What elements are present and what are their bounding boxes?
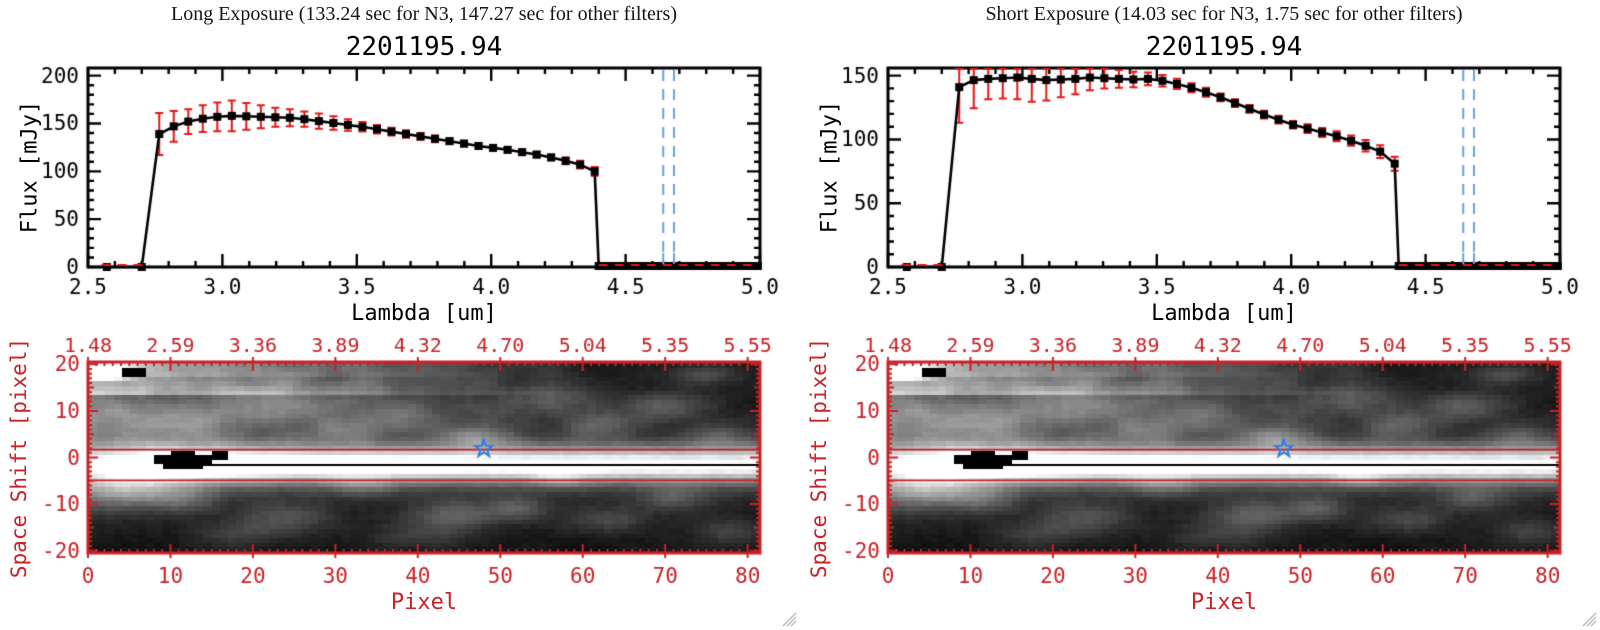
object-id: 2201195.94 <box>345 32 503 62</box>
object-id: 2201195.94 <box>1145 32 1303 62</box>
long-exposure-window: Long Exposure (133.24 sec for N3, 147.27… <box>0 3 800 630</box>
window-title: Long Exposure (133.24 sec for N3, 147.27… <box>171 3 677 25</box>
spectrum-plot-canvas <box>800 62 1600 334</box>
lambda-axis-label: Lambda [um] <box>1151 301 1297 326</box>
pixel-axis-label: Pixel <box>390 590 458 615</box>
spectrum-plot-canvas <box>0 62 800 334</box>
spectral-image-canvas <box>800 335 1600 630</box>
pixel-axis-label: Pixel <box>1190 590 1258 615</box>
short-exposure-window: Short Exposure (14.03 sec for N3, 1.75 s… <box>800 0 1600 630</box>
lambda-axis-label: Lambda [um] <box>351 301 497 326</box>
window-title: Short Exposure (14.03 sec for N3, 1.75 s… <box>985 3 1463 25</box>
window-resize-grip[interactable] <box>1580 608 1598 628</box>
window-resize-grip[interactable] <box>780 608 798 628</box>
spectral-image-canvas <box>0 335 800 630</box>
